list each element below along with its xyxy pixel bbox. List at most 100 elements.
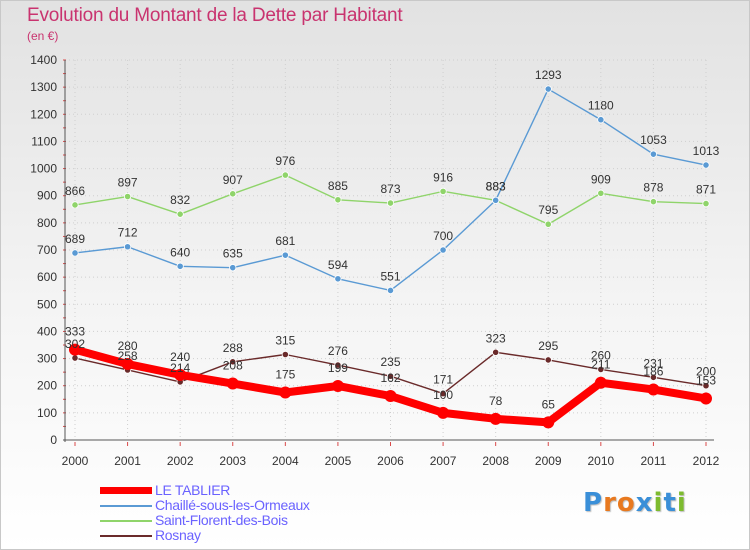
data-label: 689: [65, 232, 85, 246]
data-label: 276: [328, 344, 348, 358]
data-label: 640: [170, 245, 190, 259]
data-label: 916: [433, 170, 453, 184]
data-point: [229, 358, 237, 366]
data-label: 333: [65, 325, 85, 339]
data-label: 1013: [693, 144, 720, 158]
data-point: [229, 264, 237, 272]
x-tick-label: 2006: [377, 454, 404, 468]
data-label: 832: [170, 193, 190, 207]
data-point: [649, 373, 658, 381]
data-label: 323: [486, 331, 506, 345]
data-label: 1293: [535, 68, 562, 82]
data-label: 162: [380, 371, 400, 385]
data-label: 208: [223, 359, 243, 373]
data-label: 878: [643, 181, 663, 195]
x-tick-label: 2004: [272, 454, 299, 468]
proxiti-logo: Proxiti: [583, 488, 687, 518]
y-tick-label: 900: [37, 189, 57, 203]
logo-letter: P: [583, 488, 604, 518]
data-point: [123, 192, 132, 201]
data-label: 258: [118, 349, 138, 363]
data-label: 700: [433, 229, 453, 243]
data-point: [121, 358, 134, 370]
data-label: 594: [328, 258, 348, 272]
x-tick-label: 2001: [114, 454, 141, 468]
data-point: [229, 190, 237, 198]
data-point: [386, 199, 395, 207]
data-label: 65: [542, 397, 556, 411]
data-label: 153: [696, 373, 716, 387]
logo-letter: i: [653, 488, 664, 518]
data-point: [489, 412, 502, 425]
x-tick-label: 2010: [587, 454, 614, 468]
data-point: [649, 150, 658, 158]
chart-title: Evolution du Montant de la Dette par Hab…: [27, 5, 403, 26]
data-label: 295: [538, 339, 558, 353]
data-point: [176, 210, 184, 218]
data-label: 211: [591, 358, 610, 372]
data-point: [69, 343, 81, 356]
data-point: [71, 354, 79, 362]
data-label: 175: [275, 368, 295, 382]
logo-letter: o: [616, 488, 636, 518]
data-label: 240: [170, 350, 190, 364]
data-point: [437, 406, 450, 419]
legend-swatch: [100, 487, 152, 494]
data-label: 186: [643, 365, 663, 379]
data-point: [279, 386, 292, 399]
data-label: 551: [380, 269, 400, 283]
data-point: [71, 249, 79, 257]
y-tick-label: 1100: [31, 134, 57, 148]
logo-letter: r: [603, 488, 617, 518]
data-label: 1180: [588, 99, 614, 113]
data-point: [176, 262, 184, 270]
y-tick-label: 600: [37, 270, 57, 284]
data-point: [700, 392, 712, 405]
data-point: [334, 275, 342, 283]
data-point: [386, 372, 395, 380]
data-point: [702, 161, 710, 169]
data-point: [594, 376, 607, 389]
data-label: 635: [223, 247, 243, 261]
data-point: [544, 220, 552, 228]
data-label: 873: [380, 182, 400, 196]
y-tick-label: 1300: [30, 80, 57, 94]
data-label: 214: [170, 361, 190, 375]
data-label: 171: [433, 373, 453, 387]
y-tick-label: 1200: [30, 107, 57, 121]
data-point: [174, 368, 187, 381]
x-tick-label: 2003: [219, 454, 246, 468]
legend-label: Rosnay: [155, 527, 201, 543]
logo-letter: t: [663, 488, 677, 518]
data-label: 885: [328, 179, 348, 193]
data-point: [226, 377, 239, 390]
y-tick-label: 300: [37, 352, 57, 366]
data-label: 883: [486, 179, 506, 193]
y-tick-label: 800: [37, 216, 57, 230]
data-label: 909: [591, 172, 611, 186]
line-chart: 0 100 200 300 400 500 600 700 800 900 1000 1100 1200…: [30, 53, 720, 468]
data-point: [702, 382, 710, 390]
y-tick-label: 200: [37, 379, 57, 393]
data-point: [597, 189, 605, 197]
data-label: 866: [65, 184, 85, 198]
data-point: [439, 187, 447, 195]
logo-letter: i: [676, 488, 687, 518]
data-label: 712: [118, 226, 138, 240]
y-tick-label: 500: [37, 297, 57, 311]
data-point: [123, 243, 132, 251]
data-point: [544, 85, 552, 93]
y-tick-label: 100: [37, 406, 57, 420]
data-label: 231: [643, 356, 663, 370]
legend-label: Saint-Florent-des-Bois: [155, 512, 288, 528]
data-label: 78: [489, 394, 503, 408]
logo-letter: x: [635, 488, 654, 518]
data-label: 976: [275, 154, 295, 168]
legend-label: LE TABLIER: [155, 482, 231, 498]
data-point: [331, 379, 344, 392]
data-point: [544, 356, 552, 364]
data-label: 907: [223, 173, 243, 187]
data-label: 897: [118, 176, 138, 190]
data-point: [439, 389, 447, 398]
